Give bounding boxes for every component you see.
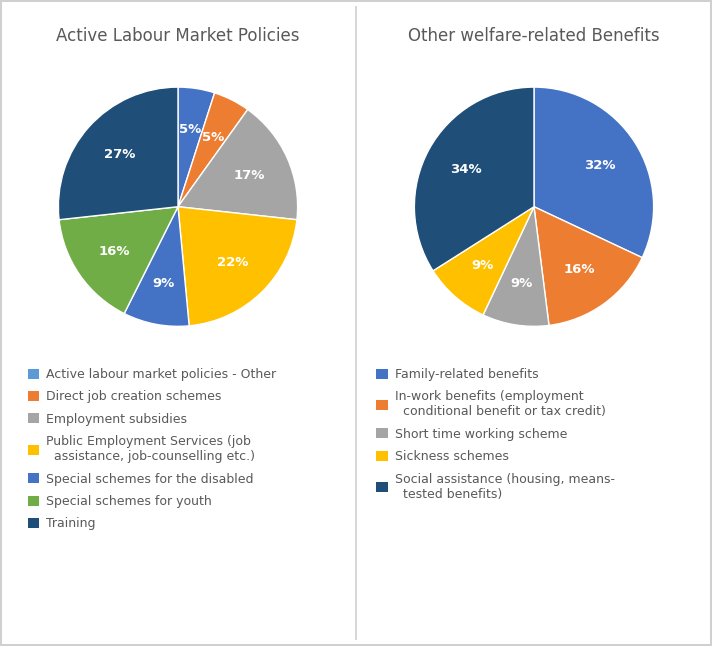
Wedge shape [483, 207, 549, 326]
Wedge shape [414, 87, 534, 271]
Wedge shape [178, 93, 248, 207]
Text: 32%: 32% [584, 158, 615, 172]
Wedge shape [433, 207, 534, 315]
Wedge shape [59, 207, 178, 313]
Wedge shape [124, 207, 189, 326]
Text: 9%: 9% [152, 276, 174, 289]
Text: 5%: 5% [179, 123, 201, 136]
Legend: Family-related benefits, In-work benefits (employment
  conditional benefit or t: Family-related benefits, In-work benefit… [377, 368, 615, 501]
Text: 27%: 27% [105, 149, 136, 162]
Text: 5%: 5% [201, 130, 224, 144]
Text: 17%: 17% [234, 169, 265, 182]
Text: 16%: 16% [98, 245, 130, 258]
Text: 34%: 34% [450, 163, 482, 176]
Wedge shape [58, 87, 178, 220]
Wedge shape [534, 207, 642, 326]
Title: Other welfare-related Benefits: Other welfare-related Benefits [408, 26, 660, 45]
Wedge shape [178, 87, 214, 207]
Legend: Active labour market policies - Other, Direct job creation schemes, Employment s: Active labour market policies - Other, D… [28, 368, 276, 530]
Text: 9%: 9% [511, 277, 533, 290]
Text: 9%: 9% [471, 258, 493, 271]
Title: Active Labour Market Policies: Active Labour Market Policies [56, 26, 300, 45]
Text: 16%: 16% [564, 263, 595, 276]
Wedge shape [178, 207, 297, 326]
Text: 22%: 22% [217, 256, 248, 269]
Wedge shape [178, 110, 298, 220]
Wedge shape [534, 87, 654, 258]
